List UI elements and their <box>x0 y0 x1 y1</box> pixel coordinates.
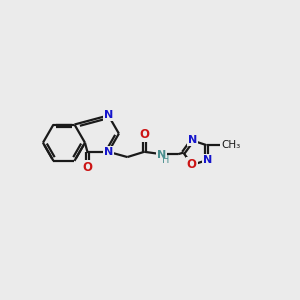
Text: CH₃: CH₃ <box>222 140 241 150</box>
Text: O: O <box>82 161 92 174</box>
Text: N: N <box>104 147 113 157</box>
Text: O: O <box>187 158 196 171</box>
Text: N: N <box>157 150 166 160</box>
Text: N: N <box>104 110 113 120</box>
Text: N: N <box>188 136 197 146</box>
Text: O: O <box>139 128 149 141</box>
Text: H: H <box>163 155 170 165</box>
Text: N: N <box>202 155 212 165</box>
